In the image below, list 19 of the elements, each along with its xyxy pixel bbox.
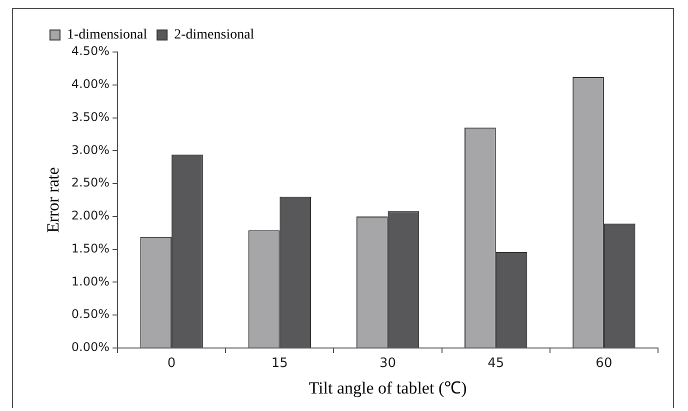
y-tick-label: 1.00% [71, 274, 110, 288]
x-axis-title: Tilt angle of tablet (℃) [308, 378, 467, 398]
x-tick-label: 30 [379, 356, 396, 372]
y-tick-label: 3.00% [71, 142, 110, 157]
x-tick-label: 15 [271, 356, 288, 372]
y-tick-label: 0.50% [71, 307, 110, 322]
y-tick-label: 4.00% [71, 77, 110, 92]
y-tick-label: 2.50% [71, 176, 110, 190]
y-tick-label: 2.00% [71, 208, 110, 223]
y-tick-label: 1.50% [71, 241, 110, 256]
y-tick-label: 0.00% [71, 340, 110, 354]
legend-label: 1-dimensional [67, 28, 148, 43]
x-tick-label: 60 [596, 356, 612, 372]
y-tick-label: 3.50% [71, 110, 110, 124]
y-tick-label: 4.50% [71, 44, 110, 58]
legend-label: 2-dimensional [174, 28, 254, 43]
x-tick-label: 0 [167, 356, 176, 372]
y-axis-title: Error rate [44, 167, 63, 233]
x-tick-label: 45 [488, 356, 504, 372]
